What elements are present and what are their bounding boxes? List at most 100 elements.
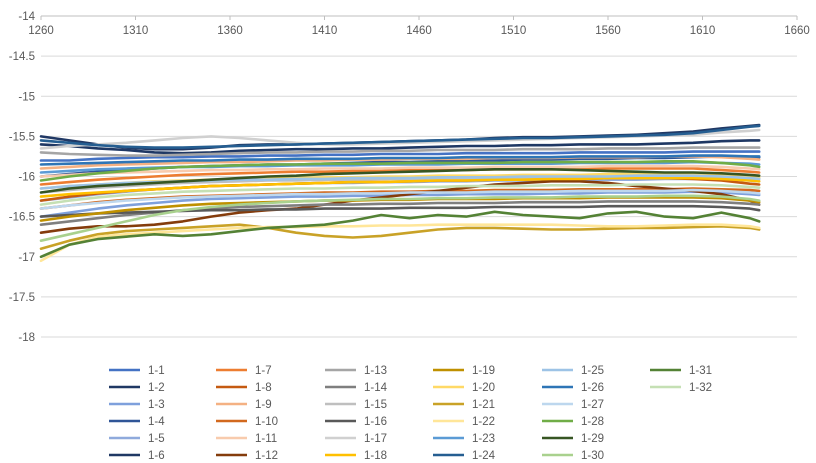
- y-tick-label: -17.5: [9, 292, 35, 304]
- legend-item: 1-22: [433, 416, 495, 428]
- legend-item: 1-1: [109, 365, 165, 377]
- y-tick-label: -14.5: [9, 51, 35, 63]
- legend-label: 1-17: [364, 433, 387, 445]
- legend-label: 1-19: [472, 365, 495, 377]
- legend-label: 1-16: [364, 416, 387, 428]
- legend-label: 1-10: [255, 416, 278, 428]
- legend-label: 1-5: [148, 433, 165, 445]
- legend-item: 1-18: [325, 450, 387, 462]
- x-tick-label: 1310: [123, 25, 149, 37]
- x-tick-label: 1610: [690, 25, 716, 37]
- legend-item: 1-6: [109, 450, 165, 462]
- legend-item: 1-30: [542, 450, 604, 462]
- legend-label: 1-22: [472, 416, 495, 428]
- series-line-1-16: [39, 204, 761, 218]
- y-tick-label: -15.5: [9, 131, 35, 143]
- x-tick-label: 1510: [501, 25, 527, 37]
- legend: 1-1 1-2 1-3 1-4 1-5 1-6 1-7 1-8 1-9 1-10 1-11 1-12 1…: [109, 365, 712, 462]
- legend-label: 1-24: [472, 450, 496, 462]
- x-tick-label: 1410: [312, 25, 338, 37]
- legend-item: 1-13: [325, 365, 387, 377]
- legend-item: 1-4: [109, 416, 165, 428]
- y-tick-label: -18: [18, 332, 35, 344]
- legend-item: 1-24: [433, 450, 496, 462]
- legend-item: 1-15: [325, 399, 387, 411]
- legend-label: 1-31: [689, 365, 712, 377]
- series-line-1-26: [39, 154, 761, 166]
- legend-label: 1-27: [581, 399, 604, 411]
- x-tick-label: 1460: [406, 25, 432, 37]
- legend-item: 1-3: [109, 399, 165, 411]
- legend-label: 1-25: [581, 365, 604, 377]
- legend-label: 1-12: [255, 450, 278, 462]
- legend-item: 1-25: [542, 365, 604, 377]
- legend-item: 1-14: [325, 382, 388, 394]
- series-line-1-6: [39, 139, 761, 155]
- legend-item: 1-32: [650, 382, 712, 394]
- legend-item: 1-23: [433, 433, 495, 445]
- legend-label: 1-28: [581, 416, 604, 428]
- legend-item: 1-27: [542, 399, 604, 411]
- x-tick-label: 1560: [595, 25, 621, 37]
- legend-label: 1-23: [472, 433, 495, 445]
- series-line-1-29: [39, 168, 761, 194]
- legend-label: 1-9: [255, 399, 272, 411]
- legend-label: 1-1: [148, 365, 165, 377]
- series-line-1-12: [39, 180, 761, 234]
- legend-item: 1-20: [433, 382, 495, 394]
- series-line-1-18: [39, 176, 761, 198]
- series-line-1-28: [39, 160, 761, 182]
- series-line-1-27: [39, 188, 761, 210]
- legend-label: 1-30: [581, 450, 604, 462]
- y-axis-tick-labels: -14 -14.5 -15 -15.5 -16 -16.5 -17 -17.5 -18: [9, 11, 36, 344]
- series-line-1-11: [39, 164, 761, 178]
- legend-item: 1-7: [216, 365, 272, 377]
- legend-item: 1-26: [542, 382, 604, 394]
- legend-label: 1-20: [472, 382, 495, 394]
- series-line-1-24: [39, 124, 761, 149]
- y-tick-label: -16.5: [9, 212, 35, 224]
- x-tick-label: 1660: [784, 25, 810, 37]
- legend-item: 1-12: [216, 450, 278, 462]
- series-line-1-30: [39, 194, 761, 242]
- legend-label: 1-26: [581, 382, 604, 394]
- legend-label: 1-3: [148, 399, 165, 411]
- legend-item: 1-9: [216, 399, 272, 411]
- legend-label: 1-21: [472, 399, 495, 411]
- legend-item: 1-8: [216, 382, 272, 394]
- series-line-1-31: [39, 210, 761, 259]
- y-tick-label: -15: [18, 91, 35, 103]
- legend-item: 1-29: [542, 433, 604, 445]
- x-tick-label: 1260: [28, 25, 54, 37]
- legend-item: 1-21: [433, 399, 495, 411]
- legend-item: 1-10: [216, 416, 278, 428]
- legend-label: 1-7: [255, 365, 272, 377]
- x-axis-tick-labels: 1260 1310 1360 1410 1460 1510 1560 1610 1660: [28, 25, 810, 37]
- legend-item: 1-17: [325, 433, 387, 445]
- legend-label: 1-11: [255, 433, 277, 445]
- series-lines: [39, 123, 761, 263]
- series-line-1-21: [39, 223, 761, 250]
- legend-item: 1-2: [109, 382, 165, 394]
- legend-label: 1-2: [148, 382, 165, 394]
- legend-label: 1-15: [364, 399, 387, 411]
- series-line-1-22: [39, 223, 761, 263]
- y-tick-label: -14: [18, 11, 35, 23]
- series-line-1-32: [39, 183, 761, 206]
- x-tick-label: 1360: [217, 25, 243, 37]
- series-line-1-7: [39, 167, 761, 186]
- y-tick-label: -17: [18, 252, 35, 264]
- series-line-1-13: [39, 146, 761, 157]
- legend-item: 1-19: [433, 365, 495, 377]
- legend-label: 1-18: [364, 450, 387, 462]
- series-line-1-1: [39, 150, 761, 162]
- legend-label: 1-13: [364, 365, 387, 377]
- legend-label: 1-4: [148, 416, 165, 428]
- legend-label: 1-6: [148, 450, 165, 462]
- legend-item: 1-11: [216, 433, 277, 445]
- legend-item: 1-16: [325, 416, 387, 428]
- legend-label: 1-32: [689, 382, 712, 394]
- legend-item: 1-31: [650, 365, 712, 377]
- legend-label: 1-8: [255, 382, 272, 394]
